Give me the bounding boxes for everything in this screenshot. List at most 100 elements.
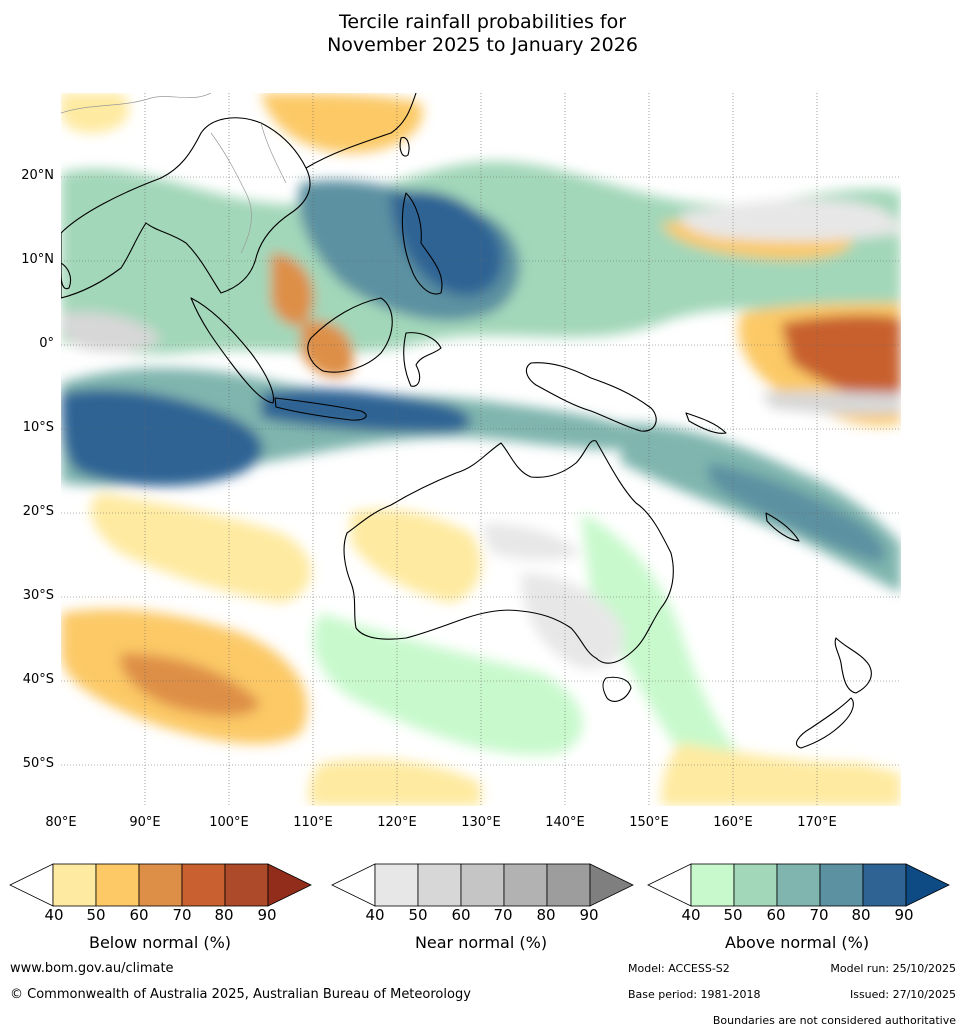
above-tick-40: 40 (681, 906, 701, 924)
rainfall-probability-map (61, 93, 901, 806)
below-tick-70: 70 (172, 906, 192, 924)
java-coastline (274, 397, 367, 421)
near-normal-title: Near normal (%) (414, 933, 548, 952)
lon-label-130e: 130°E (461, 815, 501, 830)
new-zealand-north-coastline (834, 637, 872, 694)
above-tick-60: 60 (766, 906, 786, 924)
below-normal-colorbar-segment (224, 863, 269, 907)
below-normal-colorbar-segment (52, 863, 97, 907)
near-normal-colorbar-segment (417, 863, 462, 907)
above-normal-region (261, 388, 471, 433)
lon-label-150e: 150°E (629, 815, 669, 830)
near-normal-colorbar-over (589, 863, 634, 907)
above-normal-colorbar-segment (862, 863, 907, 907)
above-tick-70: 70 (809, 906, 829, 924)
lat-label-30s: 30°S (22, 588, 54, 603)
boundaries-disclaimer: Boundaries are not considered authoritat… (712, 1014, 956, 1027)
philippines-coastline (401, 192, 443, 295)
base-period: Base period: 1981-2018 (628, 988, 761, 1001)
below-normal-region (309, 759, 481, 806)
lat-label-20n: 20°N (21, 168, 54, 183)
australia-coastline (343, 440, 674, 664)
below-normal-colorbar-segment (95, 863, 140, 907)
lon-label-120e: 120°E (377, 815, 417, 830)
below-tick-90: 90 (257, 906, 277, 924)
mainland-asia-coastline (61, 117, 311, 299)
lon-label-140e: 140°E (545, 815, 585, 830)
below-normal-region (61, 93, 130, 133)
tasmania-coastline (602, 676, 632, 702)
new-caledonia-coastline (765, 512, 800, 542)
above-normal-region (313, 613, 583, 755)
below-normal-region (351, 509, 482, 603)
below-normal-region (661, 743, 901, 806)
near-normal-region (521, 573, 624, 669)
lat-label-0: 0° (39, 336, 54, 351)
lat-label-40s: 40°S (22, 672, 54, 687)
below-normal-region (271, 253, 314, 326)
near-tick-90: 90 (579, 906, 599, 924)
near-normal-region (481, 523, 581, 560)
above-tick-50: 50 (723, 906, 743, 924)
lon-label-160e: 160°E (713, 815, 753, 830)
near-normal-region (61, 311, 161, 352)
above-normal-colorbar-segment (819, 863, 864, 907)
below-normal-colorbar-segment (138, 863, 183, 907)
coastlines (61, 93, 872, 749)
near-tick-80: 80 (536, 906, 556, 924)
near-normal-colorbar-segment (374, 863, 419, 907)
above-tick-90: 90 (894, 906, 914, 924)
lat-label-10s: 10°S (22, 420, 54, 435)
colorbar-legends (9, 863, 950, 907)
below-tick-40: 40 (44, 906, 64, 924)
lat-label-50s: 50°S (22, 756, 54, 771)
sumatra-coastline (190, 297, 275, 404)
country-borders (61, 93, 287, 254)
near-tick-40: 40 (365, 906, 385, 924)
solomon-islands-coastline (685, 412, 727, 434)
near-normal-colorbar-segment (503, 863, 548, 907)
below-normal-region (261, 93, 423, 153)
model-name: Model: ACCESS-S2 (628, 962, 730, 975)
lon-label-170e: 170°E (797, 815, 837, 830)
graticule (61, 93, 901, 806)
near-normal-colorbar-segment (460, 863, 505, 907)
lon-label-100e: 100°E (209, 815, 249, 830)
above-normal-colorbar-segment (776, 863, 821, 907)
china-coastline (305, 93, 417, 169)
below-tick-80: 80 (214, 906, 234, 924)
sri-lanka-coastline (61, 262, 72, 290)
near-tick-70: 70 (493, 906, 513, 924)
near-normal-region (761, 390, 901, 416)
lat-label-10n: 10°N (21, 252, 54, 267)
website-link[interactable]: www.bom.gov.au/climate (10, 961, 174, 976)
above-normal-colorbar-over (905, 863, 950, 907)
above-normal-region (61, 389, 263, 487)
above-normal-colorbar-segment (690, 863, 735, 907)
map-title-line-2: November 2025 to January 2026 (327, 34, 638, 56)
borneo-coastline (307, 297, 393, 373)
near-normal-region (680, 198, 901, 242)
below-normal-title: Below normal (%) (88, 933, 232, 952)
above-normal-title: Above normal (%) (724, 933, 870, 952)
near-normal-colorbar-segment (546, 863, 591, 907)
below-tick-50: 50 (86, 906, 106, 924)
near-tick-50: 50 (408, 906, 428, 924)
near-tick-60: 60 (451, 906, 471, 924)
below-normal-region (90, 493, 311, 603)
above-normal-region (581, 513, 821, 797)
map-title-line-1: Tercile rainfall probabilities for (338, 11, 627, 33)
model-run-date: Model run: 25/10/2025 (830, 962, 956, 975)
above-normal-colorbar-segment (733, 863, 778, 907)
copyright-text: © Commonwealth of Australia 2025, Austra… (10, 987, 471, 1002)
sulawesi-coastline (403, 332, 442, 387)
lon-label-110e: 110°E (293, 815, 333, 830)
issued-date: Issued: 27/10/2025 (849, 988, 956, 1001)
lon-label-90e: 90°E (129, 815, 161, 830)
lon-label-80e: 80°E (45, 815, 77, 830)
below-normal-colorbar-under (9, 863, 54, 907)
below-normal-region (781, 314, 901, 403)
below-normal-colorbar-segment (181, 863, 226, 907)
above-tick-80: 80 (851, 906, 871, 924)
new-zealand-south-coastline (796, 697, 854, 749)
